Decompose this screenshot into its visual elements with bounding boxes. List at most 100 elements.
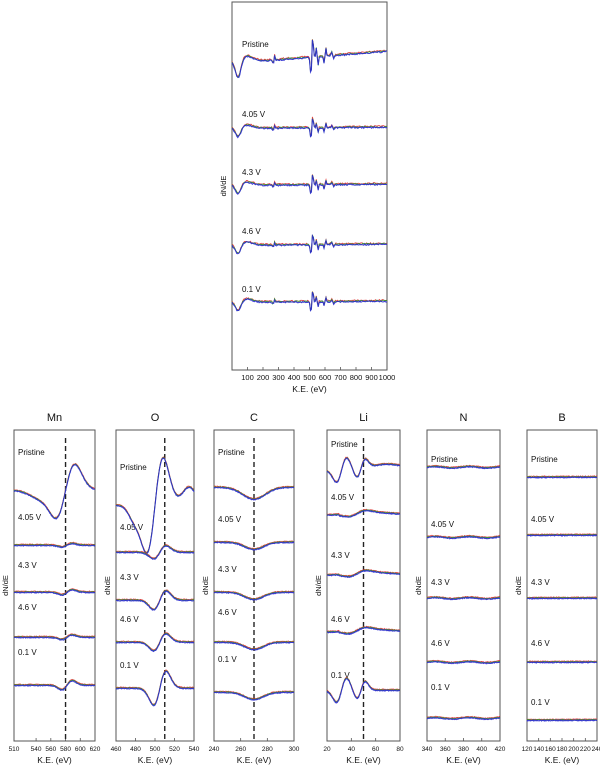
spectrum-trace [231,233,388,255]
x-tick-label: 120 [522,746,533,753]
x-tick-label: 200 [568,746,579,753]
spectrum-trace [326,569,401,579]
chart-panel-survey: 100 200 300 400 500 600 700 800 900 1000 K.E. (eV)… [219,1,396,394]
spectrum-trace [231,292,388,312]
offset-label: Pristine [242,40,269,49]
x-tick-label: 600 [319,373,332,382]
spectrum-trace [426,660,501,665]
offset-label: 4.6 V [331,615,350,624]
x-axis-label: K.E. (eV) [446,755,481,765]
x-tick-label: 60 [372,746,380,753]
offset-label: 4.3 V [531,578,550,587]
x-tick-label: 220 [580,746,591,753]
offset-label: 4.6 V [431,639,450,648]
x-tick-label: 600 [75,746,86,753]
plot-frame [326,429,401,742]
y-axis-label: dNdE [514,576,523,595]
plot-frame [115,429,195,742]
x-tick-label: 360 [440,746,451,753]
x-tick-label: 540 [189,746,200,753]
offset-label: 4.05 V [120,523,144,532]
spectrum-trace [213,541,295,551]
offset-label: 4.3 V [18,561,37,570]
chart-panel-n: N 340 360 380 400 420 K.E. (eV) dNdE Pristine 4.0… [414,412,506,765]
panel-title: N [460,412,468,424]
panel-title: Li [359,412,368,424]
x-axis-label: K.E. (eV) [545,755,580,765]
offset-label: Pristine [331,440,358,449]
spectrum-trace [115,544,195,559]
spectrum-trace [115,590,195,611]
x-tick-label: 1000 [379,373,396,382]
spectrum-trace [231,118,388,139]
x-tick-label: 300 [289,746,300,753]
spectrum-trace [231,175,387,195]
offset-label: 4.05 V [18,513,42,522]
spectrum-trace [115,545,195,561]
chart-panel-c: C 240 260 280 300 K.E. (eV) dNdE Pristine 4.05 V… [201,412,300,765]
offset-label: Pristine [431,455,458,464]
spectrum-trace [13,589,96,596]
panel-title: O [151,412,160,424]
x-tick-label: 160 [545,746,556,753]
x-tick-label: 40 [348,746,356,753]
offset-label: 0.1 V [242,285,261,294]
offset-label: 4.05 V [531,515,555,524]
offset-label: 0.1 V [531,698,550,707]
spectrum-trace [115,633,194,653]
chart-panel-mn: Mn 510 540 560 580 600 620 K.E. (eV) dN/dE Pristi… [1,412,101,765]
chart-panel-o: O 460 480 500 520 540 K.E. (eV) dNdE Pristine 4.0… [103,412,200,765]
offset-label: 0.1 V [120,661,139,670]
offset-label: 4.3 V [120,573,139,582]
x-axis-label: K.E. (eV) [37,755,72,765]
spectrum-trace [326,678,400,704]
spectrum-trace [231,39,388,79]
offset-label: Pristine [218,448,245,457]
y-axis-label: dNdE [414,576,423,595]
offset-label: 0.1 V [18,648,37,657]
x-tick-label: 280 [262,746,273,753]
x-tick-label: 260 [235,746,246,753]
offset-label: 4.05 V [331,493,355,502]
spectrum-trace [426,716,501,721]
x-tick-label: 400 [288,373,301,382]
panel-title: B [558,412,565,424]
x-tick-label: 240 [209,746,220,753]
spectrum-trace [115,632,195,651]
x-tick-label: 500 [303,373,316,382]
y-axis-label: dN/dE [1,575,10,596]
offset-label: 0.1 V [218,655,237,664]
x-tick-label: 510 [9,746,20,753]
x-tick-label: 520 [169,746,180,753]
offset-label: 4.3 V [218,565,237,574]
x-tick-label: 480 [130,746,141,753]
x-tick-label: 900 [365,373,378,382]
chart-panel-b: B 120140160180200220240 K.E. (eV) dNdE Prist… [514,412,600,765]
x-tick-label: 300 [272,373,285,382]
x-tick-label: 700 [334,373,347,382]
spectrum-trace [13,542,96,549]
spectrum-trace [213,691,295,701]
x-tick-label: 500 [150,746,161,753]
plot-frame [13,429,96,742]
offset-label: 4.6 V [120,615,139,624]
offset-label: 4.6 V [18,603,37,612]
spectrum-trace [526,661,598,664]
offset-label: 4.3 V [331,551,350,560]
y-axis-label: dN/dE [219,176,228,197]
x-tick-label: 100 [241,373,254,382]
spectrum-trace [13,634,96,641]
spectrum-trace [13,462,96,519]
spectrum-trace [426,535,501,540]
x-axis-label: K.E. (eV) [138,755,173,765]
x-tick-label: 420 [495,746,506,753]
spectrum-trace [213,486,295,501]
offset-label: 4.6 V [218,608,237,617]
x-axis-label: K.E. (eV) [292,384,327,394]
y-axis-label: dNdE [201,576,210,595]
plot-frame [213,429,295,742]
spectrum-trace [526,597,598,601]
spectrum-trace [526,719,598,722]
y-axis-label: dN/dE [314,575,323,596]
x-tick-label: 340 [422,746,433,753]
